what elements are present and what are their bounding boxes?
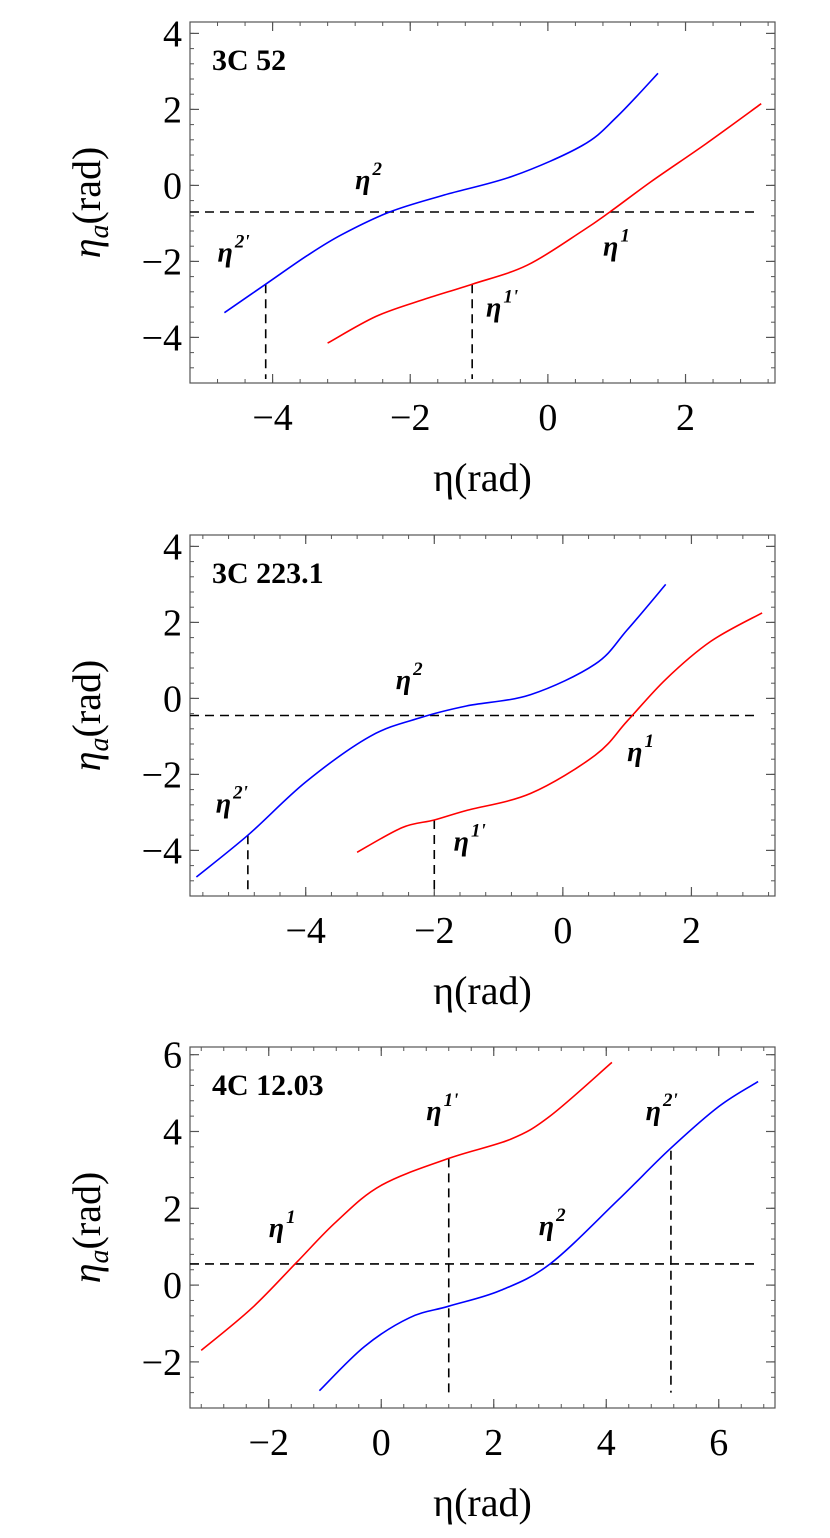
x-tick-label: 0 [372, 1422, 391, 1464]
y-tick-label: 2 [163, 1188, 182, 1230]
x-tick-label: 2 [484, 1422, 503, 1464]
y-axis-label: ηa(rad) [64, 1172, 115, 1284]
eta-annotation: η 1' [426, 1090, 458, 1127]
eta-annotation: η 2' [216, 782, 248, 819]
x-tick-label: 0 [538, 397, 557, 439]
series-line-red [327, 103, 762, 344]
eta-annotation: η 2' [646, 1090, 678, 1127]
plot-frame [189, 21, 776, 384]
y-axis-label: ηa(rad) [64, 147, 115, 259]
y-tick-label: 4 [163, 1111, 182, 1153]
x-tick-label: 4 [597, 1422, 616, 1464]
y-axis-label: ηa(rad) [64, 660, 115, 772]
chart-panel-3: −2 0 2 4 6 −2 0 2 4 6 η 1 η 1' η 2 η 2' 4C 12.03 η(rad) ηa(r… [64, 1035, 776, 1525]
plot-frame [189, 1046, 776, 1409]
x-axis-label: η(rad) [433, 968, 532, 1013]
y-tick-label: 4 [163, 526, 182, 568]
panel-title: 3C 52 [212, 44, 286, 77]
x-tick-label: −4 [285, 910, 325, 952]
x-tick-label: −2 [249, 1422, 289, 1464]
eta-annotation: η 2' [218, 231, 250, 268]
y-tick-label: −2 [142, 241, 182, 283]
x-tick-label: 0 [553, 910, 572, 952]
eta-annotation: η 1' [486, 287, 518, 324]
y-tick-label: −2 [142, 1342, 182, 1384]
y-tick-label: 0 [163, 1265, 182, 1307]
y-tick-label: 2 [163, 89, 182, 131]
x-axis-label: η(rad) [433, 455, 532, 500]
y-tick-label: 0 [163, 678, 182, 720]
series-line-blue [195, 583, 667, 878]
x-tick-label: 2 [676, 397, 695, 439]
eta-annotation: η 1' [454, 820, 486, 857]
y-tick-label: −2 [142, 754, 182, 796]
y-tick-label: 4 [163, 13, 182, 55]
y-tick-label: −4 [142, 317, 182, 359]
y-tick-label: 2 [163, 602, 182, 644]
panel-title: 3C 223.1 [212, 557, 324, 590]
x-tick-label: −2 [414, 910, 454, 952]
x-tick-label: 2 [682, 910, 701, 952]
y-tick-label: 6 [163, 1035, 182, 1077]
y-tick-label: 0 [163, 165, 182, 207]
x-tick-label: −2 [390, 397, 430, 439]
chart-panel-1: −4 −2 0 2 −4 −2 0 2 4 η 2 η 2' η 1 η 1' 3C 52 η(rad) ηa(rad… [64, 13, 776, 500]
series-line-red [200, 1061, 613, 1352]
series-line-blue [223, 72, 659, 314]
panel-title: 4C 12.03 [212, 1069, 324, 1102]
x-tick-label: −4 [252, 397, 292, 439]
x-axis-label: η(rad) [433, 1480, 532, 1525]
series-line-red [356, 612, 763, 854]
x-tick-label: 6 [709, 1422, 728, 1464]
chart-panel-2: −4 −2 0 2 −4 −2 0 2 4 η 2 η 2' η 1 η 1' 3C 223.1 η(rad) ηa(… [64, 526, 776, 1013]
series-line-blue [318, 1080, 759, 1392]
y-tick-label: −4 [142, 830, 182, 872]
